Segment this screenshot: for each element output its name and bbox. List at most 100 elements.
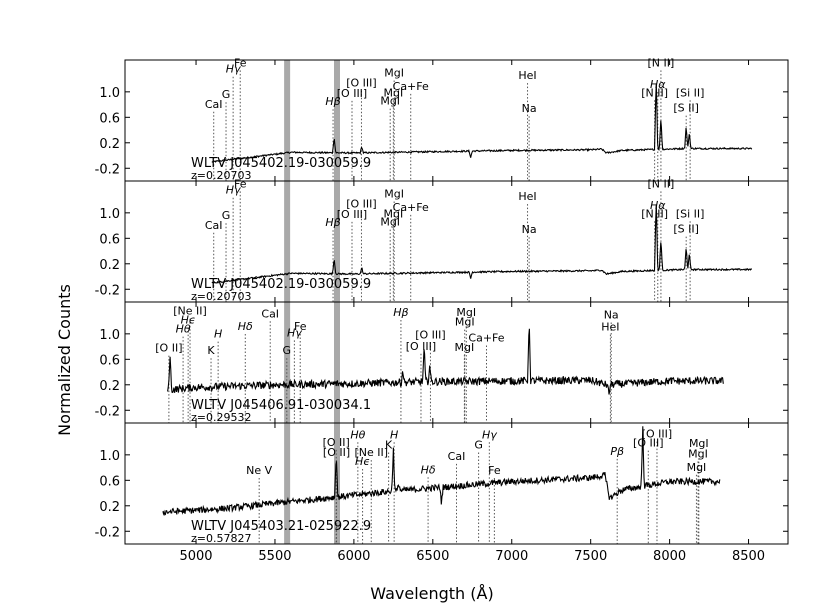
line-label: Hδ bbox=[238, 320, 253, 333]
y-tick-label: 0.2 bbox=[99, 137, 120, 152]
sky-band bbox=[334, 181, 341, 302]
line-label: MgI bbox=[687, 461, 707, 474]
x-tick-label: 6500 bbox=[416, 549, 449, 564]
line-label: [O II] bbox=[323, 436, 350, 449]
y-tick-label: 1.0 bbox=[99, 449, 120, 464]
line-label: Hθ bbox=[350, 428, 365, 441]
line-label: [Ne II] bbox=[354, 446, 388, 459]
spectrum-line bbox=[167, 328, 724, 395]
line-label: CaI bbox=[448, 450, 466, 463]
line-label: CaI bbox=[205, 219, 223, 232]
line-label: Hα bbox=[650, 199, 666, 212]
x-tick-label: 7500 bbox=[574, 549, 607, 564]
x-tick-label: 8500 bbox=[732, 549, 765, 564]
y-tick-label: 0.2 bbox=[99, 258, 120, 273]
sky-band bbox=[284, 423, 291, 544]
line-label: MgI bbox=[383, 86, 403, 99]
line-label: [O III] bbox=[337, 87, 367, 100]
line-label: MgI bbox=[384, 188, 404, 201]
line-label: H bbox=[214, 328, 222, 341]
x-axis-label: Wavelength (Å) bbox=[370, 584, 493, 603]
object-name: WLTV J045402.19-030059.9 bbox=[191, 277, 371, 292]
y-tick-label: -0.2 bbox=[95, 404, 120, 419]
line-label: CaI bbox=[261, 307, 279, 320]
redshift-label: z=0.29532 bbox=[191, 411, 251, 424]
line-label: Ca+Fe bbox=[468, 331, 504, 344]
plot-area bbox=[162, 423, 721, 544]
line-label: HeI bbox=[518, 190, 536, 203]
y-tick-label: 0.6 bbox=[99, 232, 120, 247]
line-label: K bbox=[207, 344, 215, 357]
line-label: MgI bbox=[380, 95, 400, 108]
line-label: Ca+Fe bbox=[393, 201, 429, 214]
line-label: G bbox=[222, 209, 231, 222]
line-label: Hβ bbox=[325, 95, 340, 108]
line-label: [N II] bbox=[641, 207, 668, 220]
line-label: Fe bbox=[294, 320, 307, 333]
plot-area bbox=[167, 302, 724, 423]
redshift-label: z=0.20703 bbox=[191, 169, 251, 182]
line-label: CaI bbox=[205, 98, 223, 111]
line-label: G bbox=[222, 88, 231, 101]
line-label: Hγ bbox=[226, 184, 241, 197]
line-label: Hγ bbox=[482, 428, 497, 441]
sky-band bbox=[284, 60, 291, 181]
spectrum-line bbox=[162, 426, 721, 516]
y-tick-label: 0.2 bbox=[99, 500, 120, 515]
line-label: H bbox=[390, 428, 398, 441]
line-label: [N II] bbox=[641, 86, 668, 99]
line-label: [O III] bbox=[337, 208, 367, 221]
x-tick-label: 5000 bbox=[179, 549, 212, 564]
line-label: Pβ bbox=[610, 445, 624, 458]
line-label: Hβ bbox=[325, 216, 340, 229]
spectrum-panel: -0.2 0.2 0.6 1.0 Ne V [O II][O II]Hθ [Ne II]Hϵ… bbox=[95, 422, 789, 545]
line-label: [O III] bbox=[346, 198, 376, 211]
line-label: [N II] bbox=[648, 177, 675, 190]
line-label: HeI bbox=[518, 69, 536, 82]
sky-band bbox=[284, 181, 291, 302]
y-tick-label: 0.6 bbox=[99, 111, 120, 126]
y-tick-label: 1.0 bbox=[99, 328, 120, 343]
line-label: [Si II] bbox=[676, 207, 705, 220]
line-label: Ca+Fe bbox=[393, 80, 429, 93]
line-label: [S II] bbox=[673, 223, 699, 236]
plot-area bbox=[211, 60, 753, 181]
line-label: Hϵ bbox=[355, 455, 370, 468]
line-label: [Ne II] bbox=[173, 305, 207, 318]
y-tick-label: -0.2 bbox=[95, 525, 120, 540]
x-axis: 5000 5500 6000 6500 7000 7500 8000 8500 bbox=[179, 549, 765, 564]
y-tick-label: 1.0 bbox=[99, 207, 120, 222]
line-label: Hϵ bbox=[181, 314, 196, 327]
line-label: Hα bbox=[650, 78, 666, 91]
plot-area bbox=[211, 181, 753, 302]
line-label: Fe bbox=[234, 56, 247, 69]
redshift-label: z=0.57827 bbox=[191, 532, 251, 545]
line-label: Hδ bbox=[421, 463, 436, 476]
line-label: MgI bbox=[689, 437, 709, 450]
line-label: MgI bbox=[455, 316, 475, 329]
line-label: Na bbox=[522, 102, 537, 115]
line-label: MgI bbox=[380, 216, 400, 229]
line-label: [O III] bbox=[415, 328, 445, 341]
line-label: Hθ bbox=[176, 323, 191, 336]
panel-frame bbox=[124, 422, 789, 545]
line-label: Na bbox=[522, 223, 537, 236]
y-tick-label: -0.2 bbox=[95, 283, 120, 298]
line-label: MgI bbox=[456, 306, 476, 319]
line-label: G bbox=[283, 344, 292, 357]
y-axis-label: Normalized Counts bbox=[55, 284, 74, 436]
y-tick-label: 0.2 bbox=[99, 379, 120, 394]
y-tick-label: -0.2 bbox=[95, 162, 120, 177]
line-label: G bbox=[474, 438, 483, 451]
line-label: [O II] bbox=[323, 446, 350, 459]
line-label: Ne V bbox=[246, 464, 272, 477]
line-label: Fe bbox=[234, 177, 247, 190]
y-tick-label: 0.6 bbox=[99, 353, 120, 368]
y-tick-label: 1.0 bbox=[99, 86, 120, 101]
sky-band bbox=[334, 60, 341, 181]
